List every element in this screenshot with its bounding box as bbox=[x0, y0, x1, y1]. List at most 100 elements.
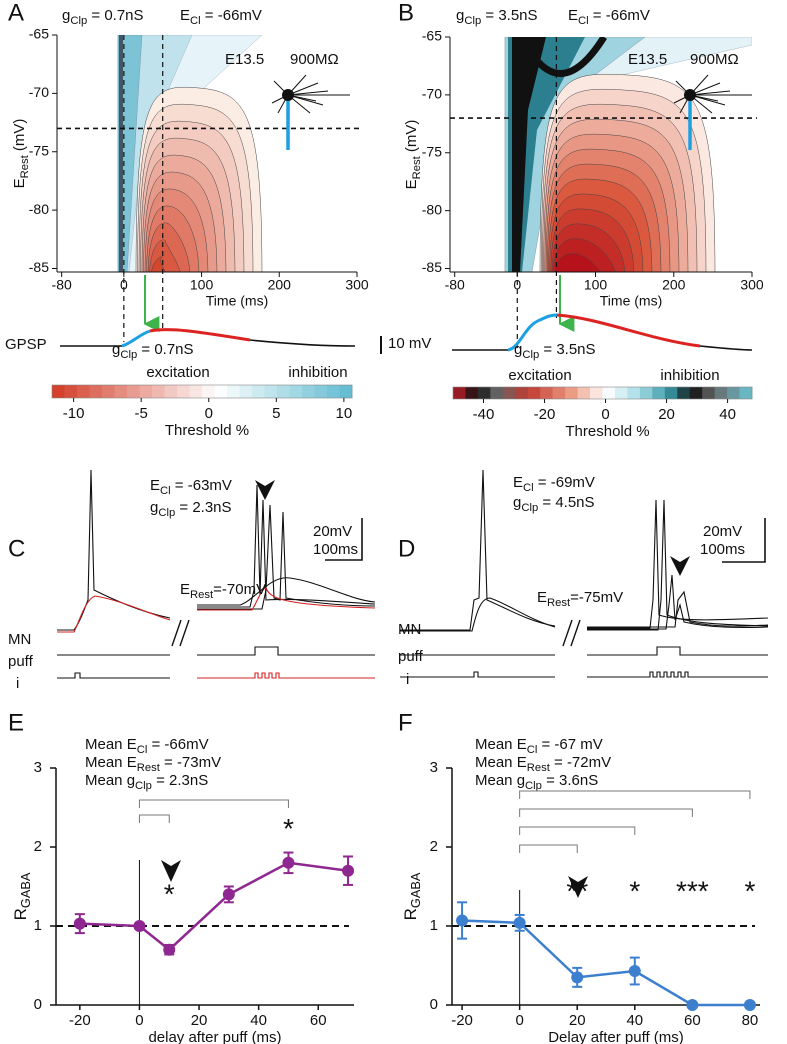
scale-v-label: 20mV bbox=[313, 523, 352, 540]
age-label: E13.5 bbox=[628, 51, 667, 68]
x-tick-label: 100 bbox=[190, 277, 214, 293]
data-point bbox=[628, 965, 641, 978]
colorbar-cell bbox=[577, 387, 591, 399]
colorbar-cell bbox=[302, 385, 315, 398]
e-label: ECl = -63mV bbox=[150, 477, 232, 497]
label-part: R bbox=[11, 908, 30, 920]
label-part: Mean g bbox=[475, 772, 525, 789]
colorbar-cell bbox=[490, 387, 504, 399]
colorbar-cell bbox=[314, 385, 328, 398]
subscript: Cl bbox=[527, 744, 538, 756]
recording-trace bbox=[57, 469, 171, 631]
subscript: Rest bbox=[137, 762, 161, 774]
label-part: (mV) bbox=[403, 120, 420, 157]
colorbar-cell bbox=[139, 385, 153, 398]
subscript: Cl bbox=[523, 482, 534, 494]
data-point bbox=[133, 920, 146, 932]
inhibition-zone bbox=[117, 35, 143, 272]
label-part: R bbox=[401, 908, 420, 920]
label-part: g bbox=[514, 341, 522, 358]
colorbar-cell bbox=[64, 385, 78, 398]
scale-bar bbox=[325, 518, 363, 561]
title-line: Mean gClp = 2.3nS bbox=[85, 772, 208, 792]
neuron-icon bbox=[673, 74, 752, 150]
colorbar-cell bbox=[652, 387, 666, 399]
dendrite bbox=[689, 90, 731, 96]
e-label: ECl = -66mV bbox=[180, 7, 262, 27]
colorbar-cell bbox=[465, 387, 479, 399]
colorbar-tick-label: 0 bbox=[205, 405, 213, 422]
x-tick-label: 40 bbox=[250, 1012, 267, 1029]
comparison-bracket bbox=[519, 826, 636, 835]
label-part: E bbox=[403, 179, 420, 189]
row-label: puff bbox=[8, 653, 34, 670]
subscript: Clp bbox=[522, 349, 539, 361]
label-part: = -67 mV bbox=[537, 736, 602, 753]
panel-label: F bbox=[398, 709, 413, 736]
arrowhead bbox=[255, 480, 275, 500]
resistance-label: 900MΩ bbox=[690, 51, 739, 68]
panel-label: C bbox=[8, 535, 25, 562]
y-tick-label: -65 bbox=[422, 28, 442, 44]
colorbar-cell bbox=[739, 387, 753, 399]
colorbar-tick-label: -40 bbox=[473, 406, 495, 423]
subscript: Rest bbox=[190, 589, 214, 601]
soma bbox=[282, 89, 294, 101]
colorbar-cell bbox=[677, 387, 691, 399]
colorbar-tick-label: 0 bbox=[601, 406, 609, 423]
label-part: E bbox=[11, 178, 28, 188]
significance-mark: * bbox=[629, 875, 640, 906]
arrowhead bbox=[568, 876, 588, 898]
colorbar-cell bbox=[102, 385, 115, 398]
y-tick-label: -80 bbox=[29, 201, 49, 217]
colorbar-cell bbox=[614, 387, 628, 399]
colorbar-tick-label: 40 bbox=[719, 406, 736, 423]
title-line: Mean ERest = -72mV bbox=[475, 754, 611, 774]
title-line: Mean ECl = -67 mV bbox=[475, 736, 603, 756]
arrowhead bbox=[161, 860, 181, 882]
colorbar-cell bbox=[477, 387, 491, 399]
row-label: i bbox=[406, 671, 409, 688]
row-label: MN bbox=[398, 621, 421, 638]
gpsp-trace bbox=[121, 329, 151, 348]
recording-trace bbox=[197, 504, 376, 610]
recording-trace bbox=[197, 646, 375, 656]
panel-label: E bbox=[8, 709, 24, 736]
data-point bbox=[686, 999, 699, 1011]
x-tick-label: 0 bbox=[515, 1012, 523, 1029]
title-line: Mean gClp = 3.6nS bbox=[475, 772, 598, 792]
x-tick-label: 300 bbox=[345, 277, 369, 293]
colorbar-cell bbox=[239, 385, 253, 398]
colorbar-cell bbox=[552, 387, 566, 399]
label-part: = 0.7nS bbox=[87, 7, 143, 24]
label-part: = -69mV bbox=[534, 474, 595, 491]
subscript: Clp bbox=[70, 15, 87, 27]
colorbar-cell bbox=[689, 387, 703, 399]
y-tick-label: 2 bbox=[34, 838, 42, 855]
label-part: = -73mV bbox=[160, 754, 221, 771]
y-axis-label: ERest (mV) bbox=[403, 120, 423, 190]
recording-trace bbox=[587, 499, 769, 629]
subscript: Cl bbox=[578, 15, 589, 27]
axis-break bbox=[562, 619, 581, 647]
colorbar-cell bbox=[627, 387, 641, 399]
comparison-bracket bbox=[138, 799, 289, 808]
gpsp-trace bbox=[699, 345, 753, 351]
data-point bbox=[222, 888, 235, 901]
x-tick-label: -80 bbox=[445, 277, 465, 293]
label-part: g bbox=[62, 7, 70, 24]
label-part: Mean E bbox=[475, 754, 527, 771]
gpsp-trace bbox=[249, 339, 356, 347]
resistance-label: 900MΩ bbox=[290, 51, 339, 68]
colorbar-cell bbox=[664, 387, 678, 399]
x-tick-label: 20 bbox=[191, 1012, 208, 1029]
x-tick-label: 300 bbox=[740, 277, 764, 293]
y-tick-label: 1 bbox=[430, 917, 438, 934]
data-point bbox=[456, 914, 469, 927]
subscript: GABA bbox=[18, 872, 33, 908]
colorbar-cell bbox=[214, 385, 228, 398]
colorbar-cell bbox=[727, 387, 740, 399]
data-line bbox=[79, 861, 349, 952]
subscript: Cl bbox=[160, 485, 171, 497]
data-point bbox=[342, 864, 355, 877]
